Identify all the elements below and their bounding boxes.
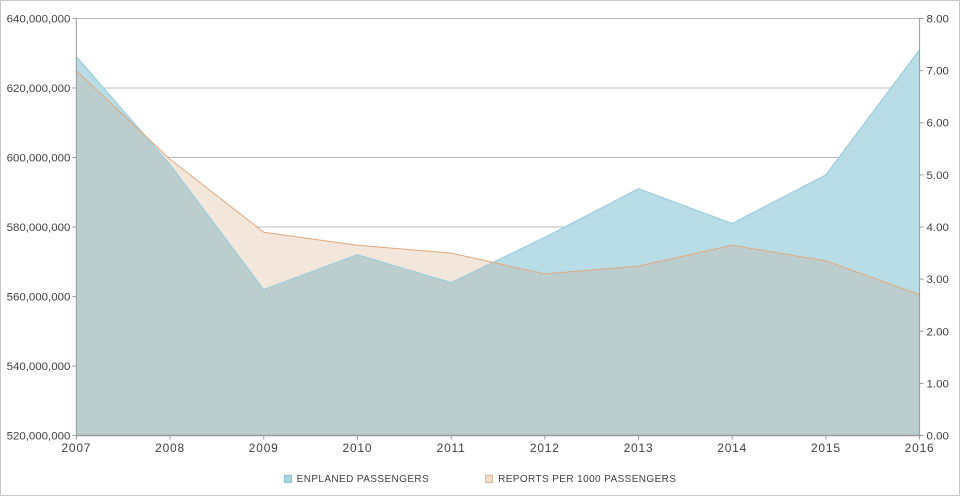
y-right-tick-label: 3.00 — [927, 274, 949, 286]
y-right-tick-label: 2.00 — [927, 326, 949, 338]
y-right-tick-label: 4.00 — [927, 222, 949, 234]
x-tick-label: 2012 — [530, 441, 560, 455]
y-right-tick-label: 6.00 — [927, 118, 949, 130]
x-tick-label: 2009 — [249, 441, 279, 455]
y-right-tick-label: 7.00 — [927, 66, 949, 78]
legend-swatch-enplaned-passengers-icon — [283, 475, 292, 483]
legend-item-reports-per-1000: REPORTS PER 1000 PASSENGERS — [485, 474, 676, 485]
y-left-tick-label: 600,000,000 — [7, 152, 71, 164]
x-tick-label: 2008 — [155, 441, 185, 455]
legend-swatch-reports-per-1000-icon — [485, 475, 494, 483]
x-tick-label: 2011 — [437, 441, 466, 455]
line-enplaned-passengers — [75, 49, 921, 291]
area-chart-canvas: 640,000,000 620,000,000 600,000,000 580,000… — [7, 13, 949, 455]
x-tick-label: 2007 — [61, 441, 91, 455]
y-left-tick-label: 520,000,000 — [7, 431, 71, 443]
x-tick-label: 2013 — [624, 441, 654, 455]
x-tick-label: 2014 — [717, 441, 747, 455]
legend-label-reports-per-1000: REPORTS PER 1000 PASSENGERS — [498, 473, 677, 485]
y-left-tick-label: 620,000,000 — [7, 83, 71, 95]
y-left-tick-label: 640,000,000 — [7, 13, 71, 25]
y-left-tick-label: 540,000,000 — [7, 361, 71, 373]
x-tick-label: 2015 — [811, 441, 841, 455]
y-right-tick-label: 5.00 — [927, 170, 949, 182]
y-right-tick-label: 1.00 — [927, 378, 949, 390]
line-reports-per-1000-passengers — [75, 70, 920, 296]
y-left-tick-label: 580,000,000 — [7, 222, 71, 234]
y-right-tick-label: 0.00 — [927, 431, 949, 443]
legend-label-enplaned-passengers: ENPLANED PASSENGERS — [296, 473, 430, 485]
chart-legend: ENPLANED PASSENGERS REPORTS PER 1000 PAS… — [1, 463, 959, 495]
y-right-tick-label: 8.00 — [927, 13, 949, 25]
y-left-tick-label: 560,000,000 — [7, 292, 71, 304]
x-tick-label: 2010 — [343, 441, 373, 455]
legend-item-enplaned-passengers: ENPLANED PASSENGERS — [283, 473, 430, 485]
x-tick-label: 2016 — [905, 441, 935, 455]
area-series-overlap — [76, 70, 920, 436]
